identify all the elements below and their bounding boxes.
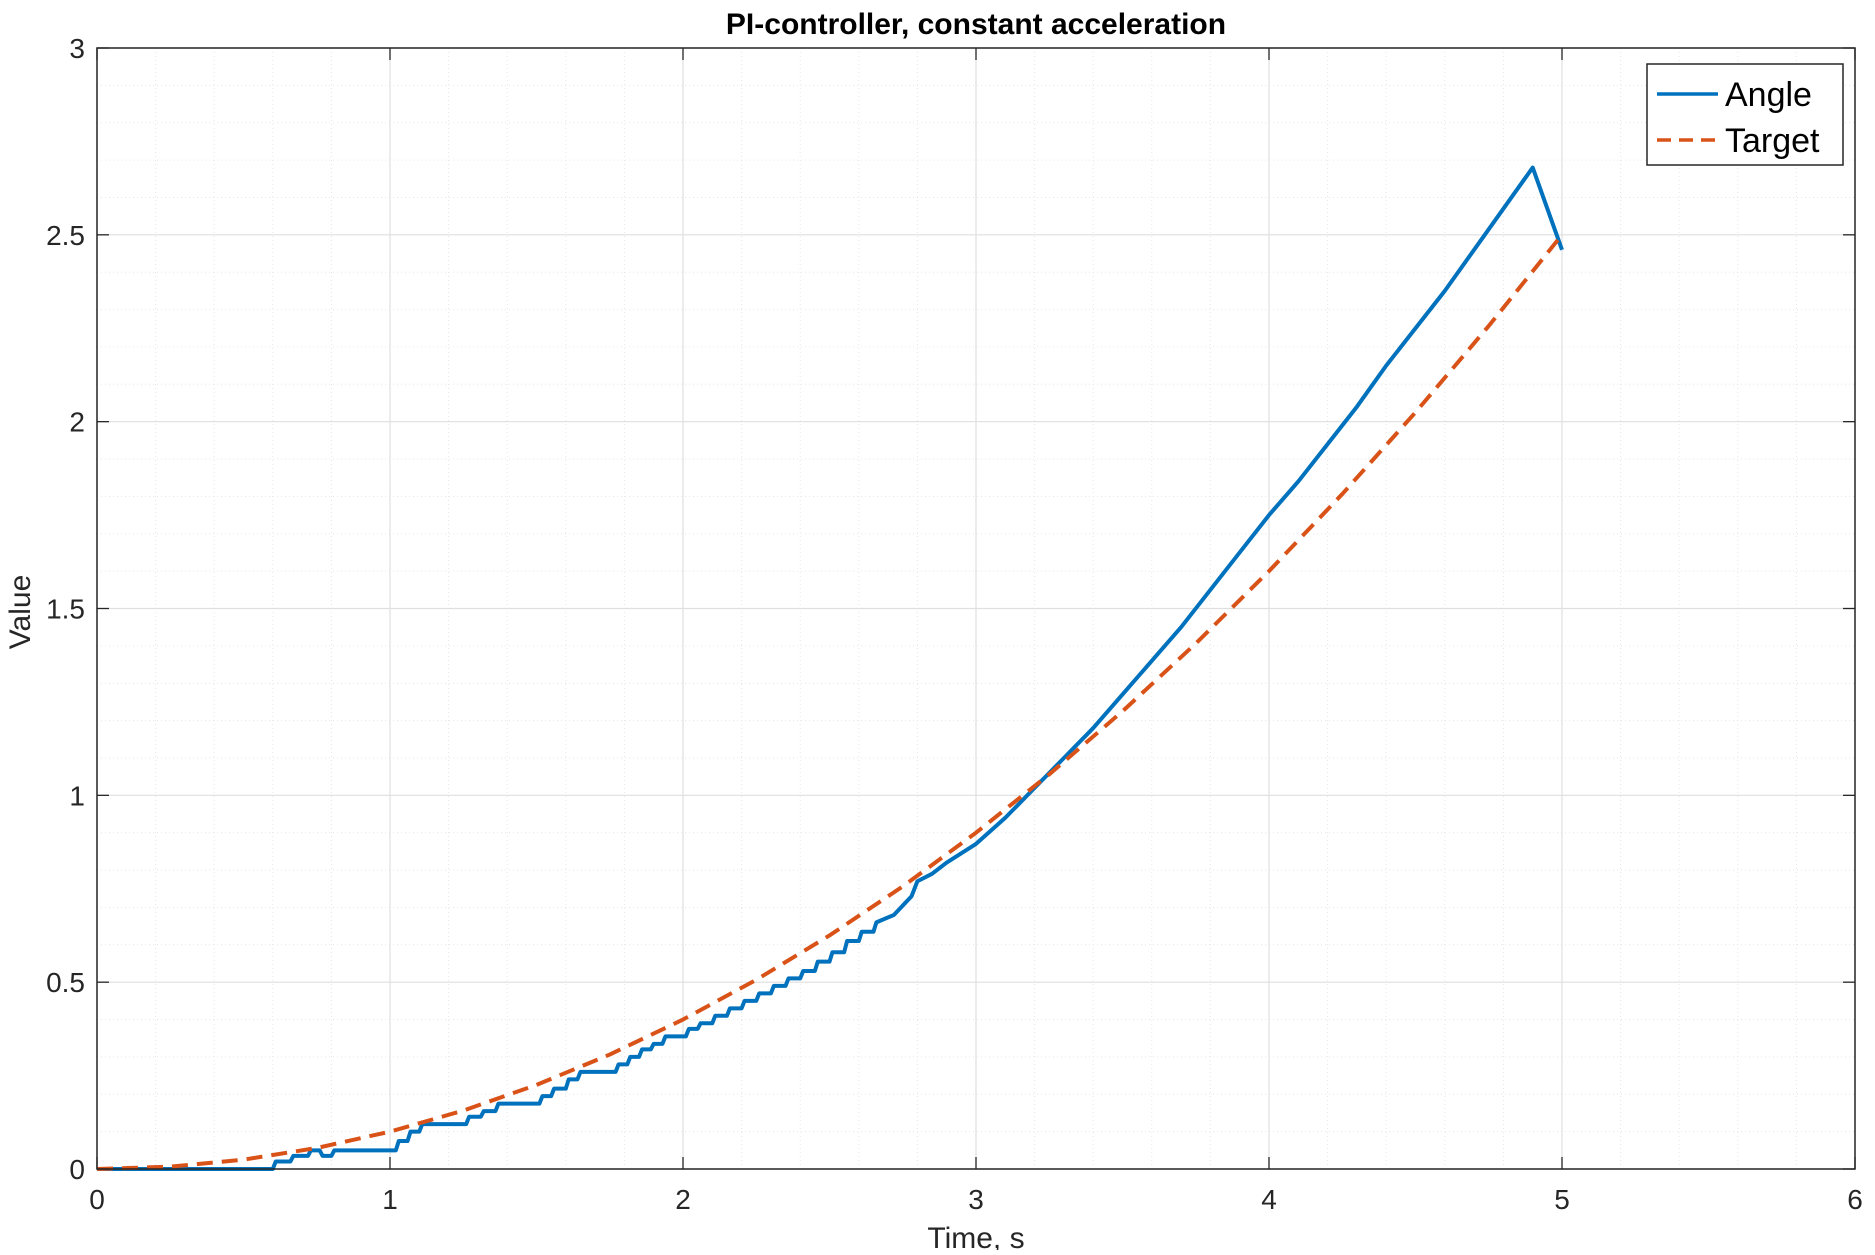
y-tick-label: 1: [69, 780, 85, 811]
x-tick-label: 1: [382, 1184, 398, 1215]
y-tick-label: 0: [69, 1154, 85, 1185]
x-tick-label: 2: [675, 1184, 691, 1215]
y-tick-label: 1.5: [46, 594, 85, 625]
series-layer: [96, 165, 1564, 1171]
x-tick-labels: 0 1 2 3 4 5 6: [89, 1184, 1863, 1215]
y-tick-label: 3: [69, 33, 85, 64]
x-tick-label: 3: [968, 1184, 984, 1215]
legend: Angle Target: [1646, 63, 1844, 166]
chart-title: PI-controller, constant acceleration: [726, 8, 1226, 41]
x-tick-label: 6: [1847, 1184, 1863, 1215]
legend-label-angle: Angle: [1725, 76, 1812, 114]
x-axis-title: Time, s: [927, 1222, 1024, 1250]
y-tick-labels: 0 0.5 1 1.5 2 2.5 3: [46, 33, 85, 1185]
tick-marks: [96, 47, 1856, 1170]
y-axis-title: Value: [4, 575, 37, 650]
series-line-target: [96, 233, 1564, 1171]
x-tick-label: 4: [1261, 1184, 1277, 1215]
x-tick-label: 0: [89, 1184, 105, 1215]
y-tick-label: 2.5: [46, 220, 85, 251]
series-line-angle: [97, 165, 1564, 1171]
x-tick-label: 5: [1554, 1184, 1570, 1215]
legend-label-target: Target: [1725, 122, 1820, 160]
legend-box: [1646, 63, 1844, 166]
y-tick-label: 0.5: [46, 967, 85, 998]
y-tick-label: 2: [69, 407, 85, 438]
